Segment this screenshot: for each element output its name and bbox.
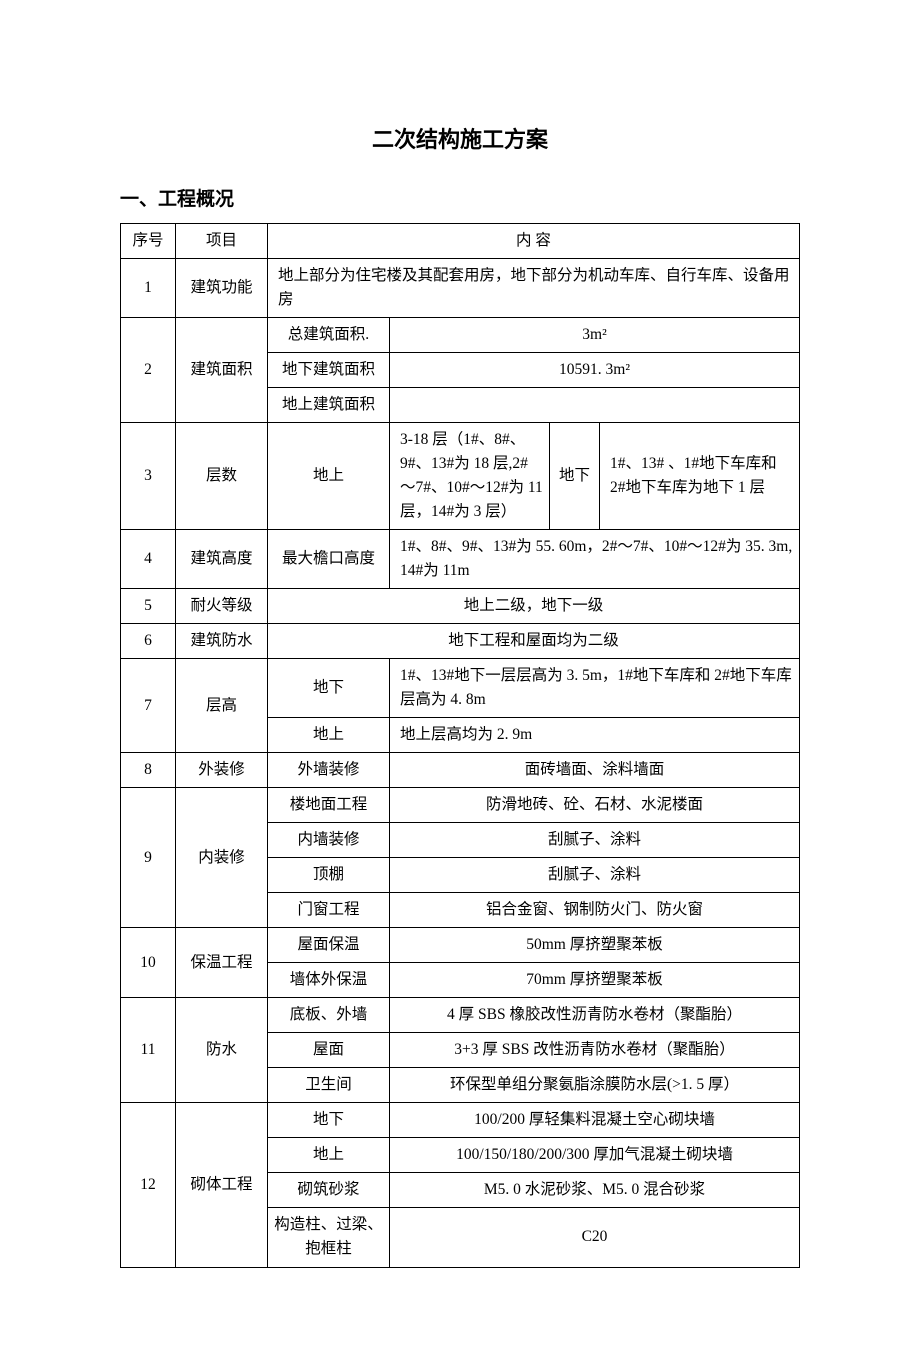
cell-item: 建筑面积 [176,318,268,423]
cell-item: 耐火等级 [176,589,268,624]
cell-mid: 地下 [550,423,600,530]
cell-val: 1#、8#、9#、13#为 55. 60m，2#～7#、10#～12#为 35.… [390,530,800,589]
table-row: 5 耐火等级 地上二级，地下一级 [121,589,800,624]
cell-seq: 11 [121,998,176,1103]
cell-sub: 顶棚 [268,858,390,893]
table-row: 1 建筑功能 地上部分为住宅楼及其配套用房，地下部分为机动车库、自行车库、设备用… [121,259,800,318]
table-row: 4 建筑高度 最大檐口高度 1#、8#、9#、13#为 55. 60m，2#～7… [121,530,800,589]
cell-sub: 门窗工程 [268,893,390,928]
cell-sub: 楼地面工程 [268,788,390,823]
cell-seq: 3 [121,423,176,530]
cell-val: 100/200 厚轻集料混凝土空心砌块墙 [390,1103,800,1138]
cell-sub: 总建筑面积. [268,318,390,353]
cell-item: 内装修 [176,788,268,928]
cell-seq: 8 [121,753,176,788]
cell-val [390,388,800,423]
cell-item: 层数 [176,423,268,530]
cell-item: 外装修 [176,753,268,788]
cell-sub: 屋面 [268,1033,390,1068]
cell-val: 3+3 厚 SBS 改性沥青防水卷材（聚酯胎） [390,1033,800,1068]
cell-item: 建筑防水 [176,624,268,659]
cell-seq: 12 [121,1103,176,1267]
cell-item: 建筑高度 [176,530,268,589]
table-row: 9 内装修 楼地面工程 防滑地砖、砼、石材、水泥楼面 [121,788,800,823]
section-1-heading: 一、工程概况 [120,184,800,211]
cell-seq: 6 [121,624,176,659]
cell-val: 防滑地砖、砼、石材、水泥楼面 [390,788,800,823]
hdr-item: 项目 [176,224,268,259]
cell-val: M5. 0 水泥砂浆、M5. 0 混合砂浆 [390,1173,800,1208]
table-row: 7 层高 地下 1#、13#地下一层层高为 3. 5m，1#地下车库和 2#地下… [121,659,800,718]
cell-val: 1#、13#地下一层层高为 3. 5m，1#地下车库和 2#地下车库层高为 4.… [390,659,800,718]
cell-sub: 外墙装修 [268,753,390,788]
cell-sub: 墙体外保温 [268,963,390,998]
cell-seq: 2 [121,318,176,423]
table-row: 11 防水 底板、外墙 4 厚 SBS 橡胶改性沥青防水卷材（聚酯胎） [121,998,800,1033]
cell-val: 70mm 厚挤塑聚苯板 [390,963,800,998]
hdr-seq: 序号 [121,224,176,259]
cell-val: 50mm 厚挤塑聚苯板 [390,928,800,963]
cell-val: 刮腻子、涂料 [390,858,800,893]
cell-val: 面砖墙面、涂料墙面 [390,753,800,788]
table-row: 6 建筑防水 地下工程和屋面均为二级 [121,624,800,659]
cell-sub: 地上建筑面积 [268,388,390,423]
cell-content: 地上部分为住宅楼及其配套用房，地下部分为机动车库、自行车库、设备用房 [268,259,800,318]
cell-val: 100/150/180/200/300 厚加气混凝土砌块墙 [390,1138,800,1173]
cell-val: C20 [390,1208,800,1267]
cell-val: 环保型单组分聚氨脂涂膜防水层(>1. 5 厚） [390,1068,800,1103]
cell-val: 地下工程和屋面均为二级 [268,624,800,659]
table-row: 3 层数 地上 3-18 层（1#、8#、9#、13#为 18 层,2#～7#、… [121,423,800,530]
cell-val: 地上二级，地下一级 [268,589,800,624]
hdr-content: 内 容 [268,224,800,259]
cell-sub: 地下 [268,1103,390,1138]
cell-val: 地上层高均为 2. 9m [390,718,800,753]
cell-seq: 10 [121,928,176,998]
cell-sub: 屋面保温 [268,928,390,963]
cell-sub: 构造柱、过梁、抱框柱 [268,1208,390,1267]
cell-item: 层高 [176,659,268,753]
cell-item: 防水 [176,998,268,1103]
document-title: 二次结构施工方案 [120,122,800,154]
cell-sub: 地下 [268,659,390,718]
cell-sub: 地上 [268,423,390,530]
project-overview-table: 序号 项目 内 容 1 建筑功能 地上部分为住宅楼及其配套用房，地下部分为机动车… [120,223,800,1268]
cell-seq: 1 [121,259,176,318]
cell-sub: 最大檐口高度 [268,530,390,589]
table-row: 8 外装修 外墙装修 面砖墙面、涂料墙面 [121,753,800,788]
table-row: 10 保温工程 屋面保温 50mm 厚挤塑聚苯板 [121,928,800,963]
cell-seq: 5 [121,589,176,624]
cell-sub: 地上 [268,718,390,753]
cell-sub: 砌筑砂浆 [268,1173,390,1208]
cell-sub: 卫生间 [268,1068,390,1103]
cell-seq: 9 [121,788,176,928]
cell-sub: 地下建筑面积 [268,353,390,388]
cell-val: 10591. 3m² [390,353,800,388]
cell-val-a: 3-18 层（1#、8#、9#、13#为 18 层,2#～7#、10#～12#为… [390,423,550,530]
cell-item: 保温工程 [176,928,268,998]
table-row: 2 建筑面积 总建筑面积. 3m² [121,318,800,353]
cell-val: 4 厚 SBS 橡胶改性沥青防水卷材（聚酯胎） [390,998,800,1033]
cell-val: 3m² [390,318,800,353]
cell-item: 建筑功能 [176,259,268,318]
cell-val: 铝合金窗、钢制防火门、防火窗 [390,893,800,928]
cell-seq: 7 [121,659,176,753]
cell-val-b: 1#、13# 、1#地下车库和 2#地下车库为地下 1 层 [600,423,800,530]
cell-val: 刮腻子、涂料 [390,823,800,858]
cell-seq: 4 [121,530,176,589]
cell-sub: 地上 [268,1138,390,1173]
table-row: 12 砌体工程 地下 100/200 厚轻集料混凝土空心砌块墙 [121,1103,800,1138]
table-header-row: 序号 项目 内 容 [121,224,800,259]
cell-sub: 内墙装修 [268,823,390,858]
cell-item: 砌体工程 [176,1103,268,1267]
cell-sub: 底板、外墙 [268,998,390,1033]
